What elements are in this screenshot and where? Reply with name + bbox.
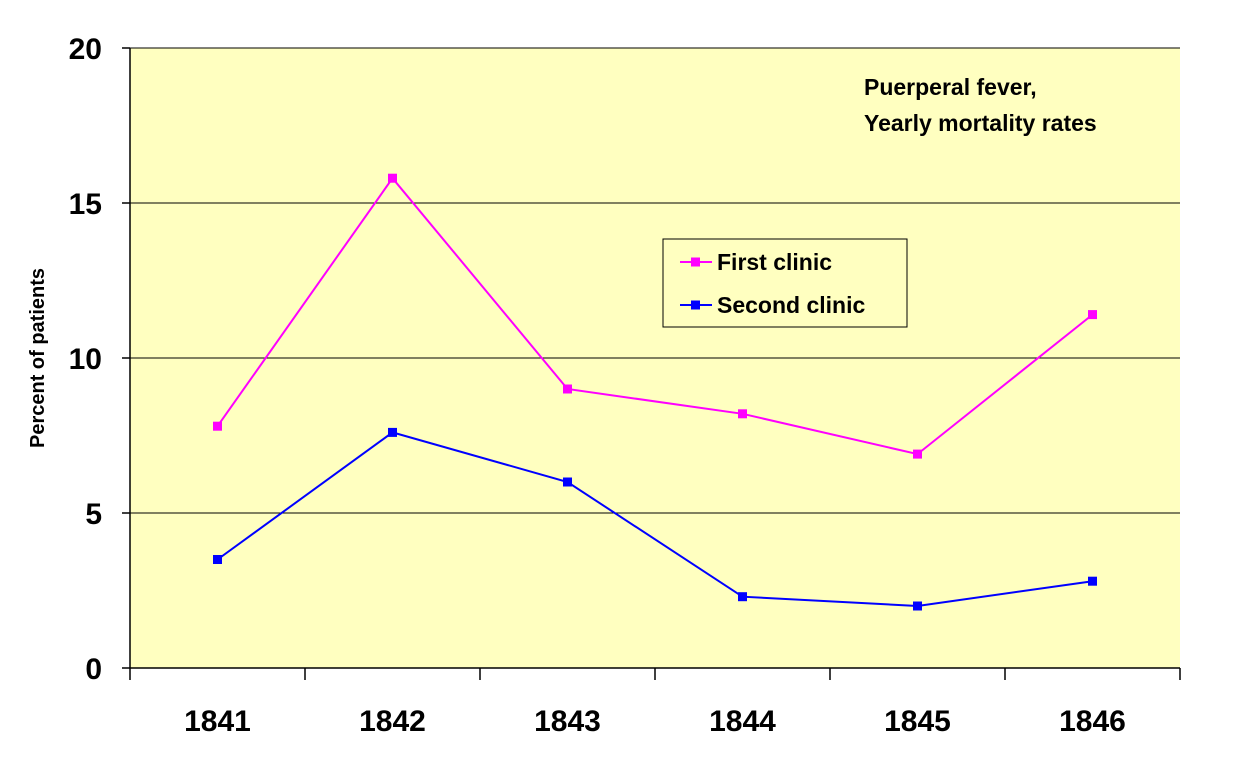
data-point-first-clinic bbox=[213, 421, 222, 431]
legend-box bbox=[662, 238, 908, 328]
x-tick-label: 1844 bbox=[709, 705, 776, 738]
x-tick-label: 1845 bbox=[884, 705, 951, 738]
data-point-first-clinic bbox=[563, 384, 572, 394]
x-tick-label: 1846 bbox=[1059, 705, 1126, 738]
y-tick-label: 0 bbox=[85, 653, 102, 686]
data-point-second-clinic bbox=[913, 601, 922, 611]
data-point-first-clinic bbox=[388, 173, 397, 183]
y-tick-label: 5 bbox=[85, 498, 102, 531]
legend-marker-second-clinic bbox=[691, 300, 700, 310]
series-line-second-clinic bbox=[216, 431, 1093, 608]
data-point-first-clinic bbox=[913, 449, 922, 459]
x-tick-label: 1842 bbox=[359, 705, 426, 738]
data-point-second-clinic bbox=[388, 427, 397, 437]
gridlines bbox=[130, 47, 1180, 514]
x-tick-label: 1843 bbox=[534, 705, 601, 738]
x-ticks: 1841 1842 1843 1844 1845 1846 bbox=[129, 668, 1181, 738]
data-point-second-clinic bbox=[213, 555, 222, 564]
y-tick-label: 20 bbox=[69, 33, 102, 66]
data-point-second-clinic bbox=[738, 592, 747, 602]
legend-marker-first-clinic bbox=[691, 257, 700, 267]
annotation-line-2: Yearly mortality rates bbox=[864, 110, 1097, 136]
legend-label-second-clinic: Second clinic bbox=[717, 292, 865, 318]
series-layer bbox=[213, 173, 1097, 611]
series-line-first-clinic bbox=[216, 176, 1094, 456]
data-point-first-clinic bbox=[1088, 310, 1097, 320]
y-tick-label: 10 bbox=[69, 343, 102, 376]
x-tick-label: 1841 bbox=[184, 705, 251, 738]
legend-label-first-clinic: First clinic bbox=[717, 249, 832, 275]
annotation-line-1: Puerperal fever, bbox=[864, 74, 1037, 100]
y-tick-label: 15 bbox=[69, 188, 102, 221]
data-point-second-clinic bbox=[1088, 576, 1097, 586]
y-ticks: 0 5 10 15 20 bbox=[69, 33, 130, 686]
legend: First clinic Second clinic bbox=[662, 238, 908, 328]
data-point-first-clinic bbox=[738, 409, 747, 419]
data-point-second-clinic bbox=[563, 477, 572, 487]
y-axis-title: Percent of patients bbox=[27, 268, 49, 448]
